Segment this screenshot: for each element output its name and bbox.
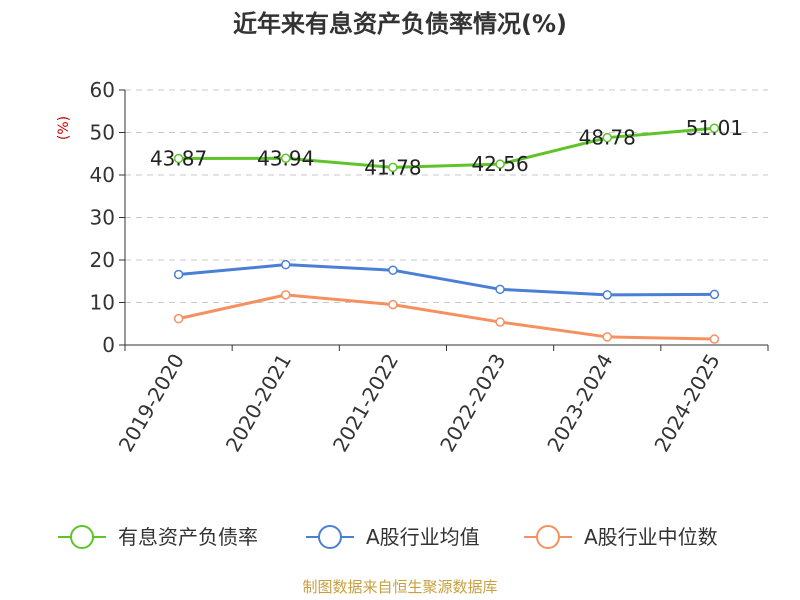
data-point xyxy=(709,123,720,133)
data-label: 43.94 xyxy=(257,146,314,170)
data-point xyxy=(388,162,398,173)
data-point xyxy=(602,132,612,143)
axes xyxy=(119,89,769,351)
series-line xyxy=(178,263,715,297)
x-tick-label: 2021-2022 xyxy=(328,350,403,456)
legend-label: 有息资产负债率 xyxy=(118,525,258,549)
data-point xyxy=(173,269,184,280)
data-point xyxy=(281,153,291,164)
data-point xyxy=(281,259,291,270)
legend: 有息资产负债率 A股行业均值 A股行业中位数 xyxy=(58,525,718,549)
series-line xyxy=(178,126,715,169)
legend-marker xyxy=(70,525,94,549)
y-tick-label: 0 xyxy=(102,333,115,357)
data-point xyxy=(388,265,398,275)
data-label: 41.78 xyxy=(364,155,421,179)
data-point xyxy=(602,332,612,342)
x-tick-label: 2024-2025 xyxy=(649,350,724,456)
y-tick-label: 60 xyxy=(90,78,115,102)
x-tick-label: 2020-2021 xyxy=(221,350,296,456)
legend-marker xyxy=(318,525,342,549)
data-label: 43.87 xyxy=(150,147,207,171)
grid-lines xyxy=(125,89,768,303)
series-group: 43.87 43.94 41.78 42.56 48.78 51.01 xyxy=(150,116,743,344)
y-tick-label: 50 xyxy=(90,121,115,145)
data-point xyxy=(173,313,184,324)
legend-label: A股行业均值 xyxy=(366,525,480,549)
legend-label: A股行业中位数 xyxy=(584,525,718,549)
y-tick-label: 10 xyxy=(90,291,115,315)
series-1: 43.87 43.94 41.78 42.56 48.78 51.01 xyxy=(150,116,743,179)
series-2 xyxy=(173,259,720,300)
x-tick-labels: 2019-2020 2020-2021 2021-2022 2022-2023 2023… xyxy=(114,350,725,456)
legend-item-1: 有息资产负债率 xyxy=(58,525,258,549)
legend-item-3: A股行业中位数 xyxy=(524,525,718,549)
data-point xyxy=(709,289,720,300)
source-note: 制图数据来自恒生聚源数据库 xyxy=(302,578,497,596)
data-point xyxy=(173,153,184,164)
y-tick-labels: 0 10 20 30 40 50 60 xyxy=(90,78,115,357)
chart-title: 近年来有息资产负债率情况(%) xyxy=(233,10,567,38)
legend-marker xyxy=(536,525,560,549)
x-tick-label: 2022-2023 xyxy=(435,350,510,456)
x-tick-label: 2019-2020 xyxy=(114,350,189,456)
data-point xyxy=(602,290,612,300)
y-axis-label: (%) xyxy=(56,116,72,140)
data-point xyxy=(495,317,505,327)
data-point xyxy=(709,334,720,344)
y-tick-label: 20 xyxy=(90,248,115,272)
y-tick-label: 30 xyxy=(90,206,115,230)
y-tick-label: 40 xyxy=(90,163,115,187)
data-point xyxy=(495,284,505,295)
data-label: 51.01 xyxy=(686,116,743,140)
data-label: 42.56 xyxy=(471,152,528,176)
data-label: 48.78 xyxy=(579,126,636,150)
x-tick-label: 2023-2024 xyxy=(542,350,617,456)
data-point xyxy=(281,290,291,300)
series-line xyxy=(178,293,715,341)
data-point xyxy=(388,299,398,310)
data-point xyxy=(495,159,505,169)
series-3 xyxy=(173,290,720,344)
legend-item-2: A股行业均值 xyxy=(306,525,480,549)
